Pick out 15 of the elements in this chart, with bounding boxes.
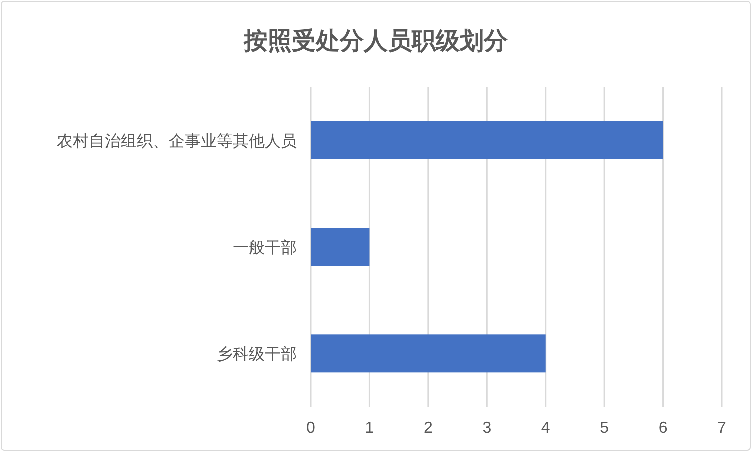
y-tick-label: 一般干部 bbox=[233, 239, 297, 257]
bar bbox=[311, 334, 546, 373]
bar bbox=[311, 228, 370, 266]
x-tick-label: 0 bbox=[306, 420, 316, 437]
bar bbox=[311, 121, 664, 160]
x-tick-label: 6 bbox=[658, 420, 668, 437]
x-tick-label: 1 bbox=[365, 420, 374, 437]
x-tick-label: 5 bbox=[600, 420, 610, 437]
x-tick-label: 4 bbox=[541, 420, 550, 437]
x-tick-label: 3 bbox=[482, 420, 492, 437]
y-tick-label: 农村自治组织、企事业等其他人员 bbox=[57, 132, 297, 150]
y-tick-label: 乡科级干部 bbox=[217, 346, 297, 364]
x-tick-label: 2 bbox=[424, 420, 433, 437]
x-tick-label: 7 bbox=[718, 420, 727, 437]
chart-title: 按照受处分人员职级划分 bbox=[243, 28, 509, 55]
